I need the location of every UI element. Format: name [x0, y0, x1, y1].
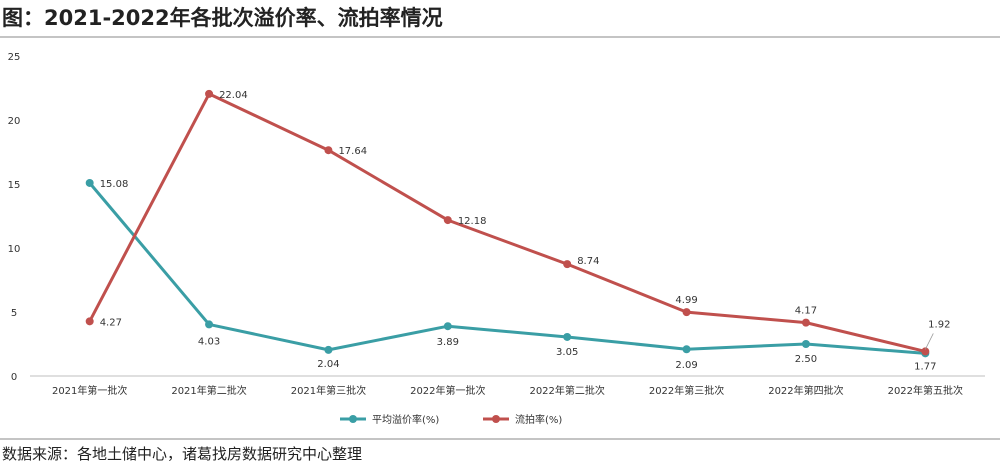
- data-label-series-2: 4.99: [675, 295, 697, 306]
- data-label-series-1: 4.03: [198, 336, 220, 347]
- data-label-series-2: 4.27: [100, 317, 122, 328]
- series-point-2: [801, 318, 810, 327]
- series-point-2: [921, 347, 930, 356]
- x-tick-label: 2022年第三批次: [649, 384, 724, 397]
- data-label-series-2: 22.04: [219, 90, 248, 101]
- series-point-1: [324, 345, 333, 354]
- legend-marker-1: [349, 415, 357, 423]
- data-label-series-2: 17.64: [338, 146, 367, 157]
- data-label-series-1: 15.08: [100, 179, 129, 190]
- series-point-1: [443, 322, 452, 331]
- line-chart: 0 5 10 15 20 25 2021年第一批次 2021年第二批次 2021年第三批次 202…: [8, 52, 985, 426]
- series-point-1: [85, 178, 94, 187]
- series-point-1: [205, 320, 214, 329]
- series-point-2: [85, 317, 94, 326]
- x-tick-label: 2021年第一批次: [52, 384, 127, 397]
- chart-area: 0 5 10 15 20 25 2021年第一批次 2021年第二批次 2021年第三批次 202…: [0, 38, 1000, 438]
- series-point-2: [324, 146, 333, 155]
- data-label-series-1: 2.09: [675, 360, 697, 371]
- data-label-series-2: 4.17: [795, 306, 817, 317]
- y-tick-label: 15: [8, 180, 21, 191]
- data-label-series-1: 3.05: [556, 347, 578, 358]
- y-tick-label: 5: [11, 308, 17, 319]
- series-line-1: [88, 182, 926, 355]
- data-label-series-1: 3.89: [437, 337, 459, 348]
- data-label-leader: [924, 333, 934, 350]
- legend-label-2: 流拍率(%): [515, 413, 562, 426]
- x-tick-label: 2021年第二批次: [171, 384, 246, 397]
- x-tick-label: 2022年第二批次: [529, 384, 604, 397]
- data-label-series-2: 12.18: [458, 216, 487, 227]
- data-label-series-1: 2.50: [795, 354, 817, 365]
- chart-title: 图：2021-2022年各批次溢价率、流拍率情况: [0, 0, 1000, 38]
- series-point-1: [563, 332, 572, 341]
- data-label-series-1: 1.77: [914, 361, 936, 372]
- y-tick-label: 25: [8, 52, 21, 63]
- data-label-series-2: 1.92: [928, 319, 950, 330]
- x-tick-label: 2021年第三批次: [291, 384, 366, 397]
- x-tick-label: 2022年第一批次: [410, 384, 485, 397]
- series-point-2: [443, 216, 452, 225]
- data-label-series-1: 2.04: [317, 359, 339, 370]
- series-point-2: [682, 308, 691, 317]
- series-point-2: [563, 260, 572, 269]
- series-line-2: [88, 92, 926, 353]
- y-tick-label: 10: [8, 244, 21, 255]
- series-point-2: [205, 89, 214, 98]
- data-label-series-2: 8.74: [577, 256, 599, 267]
- y-tick-label: 20: [8, 116, 21, 127]
- series-point-1: [801, 340, 810, 348]
- legend-label-1: 平均溢价率(%): [372, 413, 439, 426]
- legend-marker-2: [492, 415, 500, 423]
- x-tick-label: 2022年第四批次: [768, 384, 843, 397]
- data-source-note: 数据来源：各地土储中心，诸葛找房数据研究中心整理: [0, 438, 1000, 468]
- y-tick-label: 0: [11, 372, 17, 383]
- series-point-1: [682, 345, 691, 354]
- x-tick-label: 2022年第五批次: [888, 384, 963, 397]
